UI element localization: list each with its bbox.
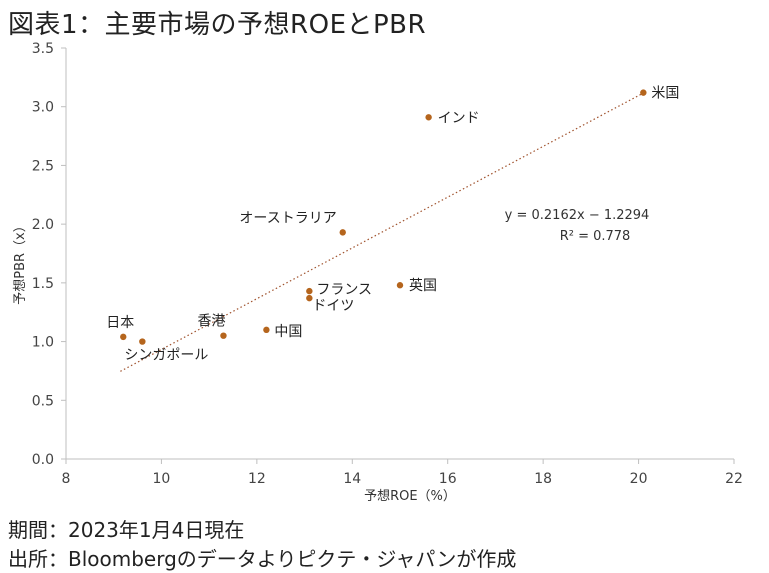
data-point [306, 294, 313, 302]
data-point [396, 282, 404, 289]
x-tick-label: 10 [153, 471, 171, 487]
data-point-label: オーストラリア [239, 210, 336, 226]
data-point-label: 中国 [274, 324, 302, 340]
y-tick-label: 0.5 [32, 393, 54, 409]
y-tick-label: 3.5 [32, 41, 54, 57]
x-tick-label: 18 [534, 471, 552, 487]
x-tick-label: 12 [248, 471, 266, 487]
data-point-label: 米国 [651, 86, 679, 102]
data-point-label: インド [438, 110, 480, 126]
data-point-label: フランス [316, 282, 372, 298]
y-tick-label: 1.5 [32, 276, 54, 292]
y-tick-label: 2.0 [32, 217, 54, 233]
data-point [425, 114, 432, 121]
y-tick-label: 3.0 [32, 100, 54, 116]
x-tick-label: 16 [439, 471, 457, 487]
x-tick-label: 20 [630, 471, 648, 487]
data-point [120, 333, 127, 341]
trendline-equation: y = 0.2162x − 1.2294 [505, 208, 650, 223]
data-point [640, 89, 647, 96]
data-point [339, 229, 346, 236]
data-point-label: 英国 [409, 277, 437, 294]
trendline-r-squared: R² = 0.778 [560, 229, 631, 244]
trendline [120, 92, 644, 372]
x-axis-title: 予想ROE（%） [364, 488, 456, 504]
y-tick-label: 2.5 [32, 158, 54, 174]
data-point [139, 338, 146, 345]
footer-period: 期間：2023年1月4日現在 [8, 518, 245, 542]
data-point-label: ドイツ [312, 298, 354, 314]
data-point-label: 日本 [106, 315, 134, 331]
x-tick-label: 22 [725, 471, 743, 487]
data-point-label: シンガポール [124, 348, 208, 364]
y-tick-label: 1.0 [32, 335, 54, 351]
data-point [263, 326, 270, 334]
data-point [306, 287, 313, 295]
y-tick-label: 0.0 [32, 452, 54, 468]
data-point-label: 香港 [197, 314, 225, 330]
chart-title: 図表1：主要市場の予想ROEとPBR [8, 10, 427, 40]
footer-source: 出所：Bloombergのデータよりピクテ・ジャパンが作成 [8, 547, 517, 571]
x-tick-label: 8 [62, 471, 71, 487]
y-axis-title: 予想PBR（x） [12, 219, 28, 304]
x-tick-label: 14 [343, 471, 361, 487]
data-point [220, 332, 227, 339]
